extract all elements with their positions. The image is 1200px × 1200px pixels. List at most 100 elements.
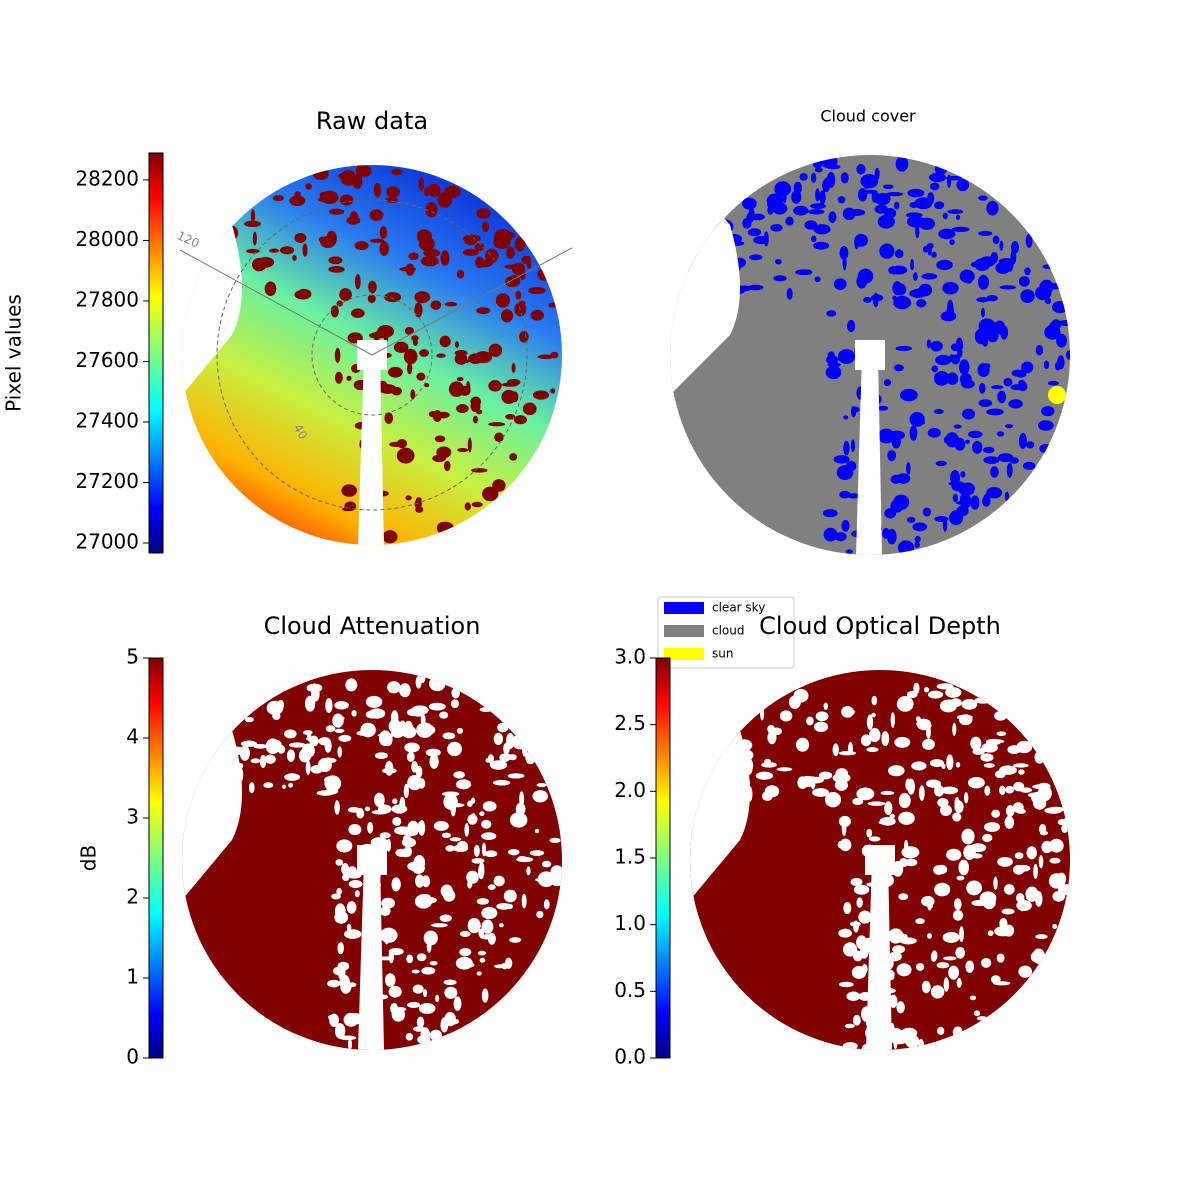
sky-patch bbox=[516, 856, 534, 863]
sky-patch bbox=[391, 1007, 406, 1022]
sky-patch bbox=[810, 172, 817, 184]
sky-patch bbox=[330, 305, 339, 318]
sky-patch bbox=[970, 736, 982, 751]
sky-patch bbox=[1047, 380, 1059, 386]
sky-patch bbox=[907, 188, 925, 198]
sky-patch bbox=[470, 396, 482, 407]
sky-patch bbox=[929, 182, 940, 191]
sky-patch bbox=[487, 932, 496, 945]
sky-patch bbox=[328, 265, 345, 273]
sky-patch bbox=[420, 255, 439, 267]
sky-patch bbox=[429, 754, 439, 769]
sky-patch bbox=[244, 220, 261, 228]
sky-patch bbox=[891, 265, 908, 275]
angle-label: 120 bbox=[175, 228, 202, 250]
sky-patch bbox=[459, 947, 472, 957]
sky-patch bbox=[881, 731, 890, 747]
sky-patch bbox=[872, 292, 879, 308]
sky-patch bbox=[239, 745, 250, 761]
sky-patch bbox=[812, 788, 829, 797]
sky-patch bbox=[476, 971, 482, 976]
sky-patch bbox=[1003, 884, 1015, 895]
sky-patch bbox=[826, 310, 837, 317]
sky-patch bbox=[838, 981, 854, 988]
sky-patch bbox=[373, 182, 382, 198]
sky-patch bbox=[1017, 865, 1023, 872]
sky-patch bbox=[930, 340, 943, 352]
legend-label: clear sky bbox=[712, 601, 765, 615]
sky-patch bbox=[505, 903, 514, 910]
sky-patch bbox=[971, 853, 983, 859]
sky-patch bbox=[1057, 355, 1065, 370]
sky-patch bbox=[838, 815, 851, 827]
colorbar-tick-label: 4 bbox=[126, 725, 139, 749]
sky-patch bbox=[339, 288, 352, 301]
sky-patch bbox=[391, 168, 403, 176]
sky-patch bbox=[786, 288, 793, 300]
sky-patch bbox=[519, 330, 529, 343]
sky-patch bbox=[474, 351, 493, 364]
sky-patch bbox=[915, 963, 925, 971]
sky-patch bbox=[252, 257, 267, 272]
sky-patch bbox=[259, 754, 267, 768]
sky-patch bbox=[1003, 377, 1013, 387]
sky-patch bbox=[327, 1014, 339, 1021]
sky-patch bbox=[978, 230, 993, 237]
sky-patch bbox=[957, 347, 963, 358]
sky-patch bbox=[317, 196, 331, 203]
sky-patch bbox=[922, 738, 935, 750]
sky-patch bbox=[534, 828, 540, 834]
sky-patch bbox=[439, 711, 449, 719]
sky-patch bbox=[764, 758, 771, 765]
sky-patch bbox=[879, 243, 895, 259]
sky-patch bbox=[942, 281, 959, 295]
sky-patch bbox=[1040, 406, 1055, 417]
sky-patch bbox=[964, 439, 971, 444]
sky-patch bbox=[857, 268, 874, 284]
sky-patch bbox=[826, 164, 841, 170]
sky-patch bbox=[425, 748, 441, 757]
sky-patch bbox=[945, 432, 960, 448]
sky-patch bbox=[501, 389, 517, 404]
sky-patch bbox=[997, 856, 1013, 867]
sky-patch bbox=[983, 320, 998, 333]
sky-patch bbox=[437, 521, 454, 533]
sky-patch bbox=[415, 874, 425, 888]
sky-patch bbox=[933, 865, 945, 875]
sky-patch bbox=[969, 995, 977, 1001]
sky-patch bbox=[444, 1012, 456, 1027]
sky-patch bbox=[367, 821, 374, 834]
sky-patch bbox=[324, 776, 335, 784]
sky-patch bbox=[883, 379, 892, 387]
sky-patch bbox=[1005, 424, 1014, 429]
sky-patch bbox=[446, 802, 465, 808]
sky-patch bbox=[973, 1010, 981, 1017]
sky-patch bbox=[419, 724, 436, 736]
sky-patch bbox=[755, 771, 774, 780]
sky-patch bbox=[1005, 805, 1015, 817]
sky-patch bbox=[478, 928, 485, 938]
sky-patch bbox=[530, 309, 544, 321]
sky-patch bbox=[916, 718, 932, 730]
sky-patch bbox=[482, 801, 497, 812]
sky-patch bbox=[947, 209, 964, 215]
sky-patch bbox=[956, 714, 973, 721]
sky-patch bbox=[449, 837, 462, 842]
sky-patch bbox=[479, 957, 486, 963]
sky-patch bbox=[1007, 745, 1021, 755]
sky-patch bbox=[419, 896, 437, 904]
sky-patch bbox=[742, 197, 757, 210]
sky-patch bbox=[319, 191, 328, 199]
sky-patch bbox=[806, 716, 814, 726]
sky-patch bbox=[471, 501, 483, 508]
sky-patch bbox=[884, 801, 893, 816]
sky-patch bbox=[508, 848, 520, 856]
legend-swatch bbox=[664, 648, 704, 660]
sky-patch bbox=[986, 408, 1004, 416]
camera-mount bbox=[357, 845, 387, 875]
sky-patch bbox=[926, 933, 932, 939]
sky-patch bbox=[999, 785, 1006, 795]
sky-patch bbox=[354, 890, 360, 898]
sky-patch bbox=[345, 678, 358, 692]
sky-patch bbox=[948, 965, 960, 980]
